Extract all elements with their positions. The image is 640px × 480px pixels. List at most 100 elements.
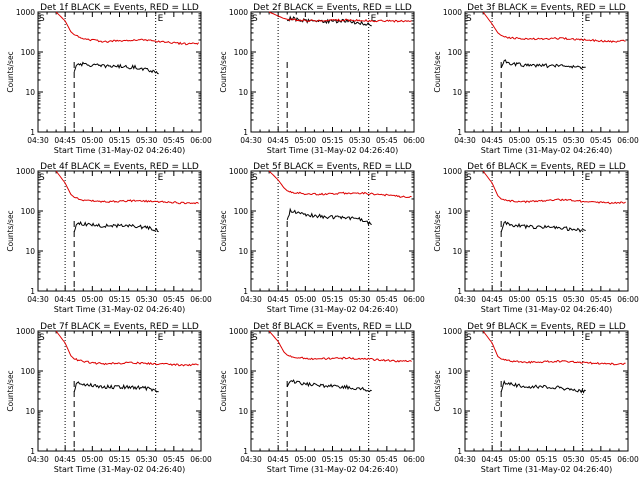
x-tick-label: 05:15 [322, 136, 344, 145]
x-tick-label: 05:00 [295, 455, 317, 464]
y-tick-label: 100 [234, 367, 249, 376]
x-axis-label: Start Time (31-May-02 04:26:40) [54, 146, 185, 155]
panel-title: Det 1f BLACK = Events, RED = LLD [40, 3, 199, 13]
y-tick-label: 10 [452, 88, 462, 97]
x-axis-label: Start Time (31-May-02 04:26:40) [267, 146, 398, 155]
panel-det-3: Det 3f BLACK = Events, RED = LLD 1 10 100 10… [433, 3, 639, 155]
x-tick-label: 05:45 [163, 295, 185, 304]
x-axis-label: Start Time (31-May-02 04:26:40) [267, 465, 398, 474]
y-tick-label: 100 [448, 48, 463, 57]
x-tick-label: 05:30 [563, 136, 585, 145]
events-series-line [286, 207, 372, 226]
y-tick-label: 1000 [229, 8, 248, 17]
x-tick-label: 05:15 [109, 295, 131, 304]
x-tick-label: 04:30 [27, 455, 49, 464]
y-axis-label: Counts/sec [219, 370, 228, 411]
x-tick-label: 06:00 [617, 455, 639, 464]
x-axis-label: Start Time (31-May-02 04:26:40) [481, 305, 612, 314]
y-axis-label: Counts/sec [6, 51, 15, 92]
x-tick-label: 05:15 [536, 455, 558, 464]
x-tick-label: 05:00 [295, 295, 317, 304]
lld-series-line [268, 330, 412, 363]
events-series-line [73, 61, 159, 75]
x-tick-label: 06:00 [403, 295, 425, 304]
lld-series-line [482, 170, 626, 205]
plot-frame [464, 11, 629, 133]
x-tick-label: 04:30 [454, 455, 476, 464]
y-tick-label: 1 [243, 447, 248, 456]
x-tick-label: 04:45 [267, 455, 289, 464]
start-marker: S [252, 173, 258, 183]
end-marker: E [371, 173, 377, 183]
plot-frame [464, 330, 629, 452]
x-tick-label: 04:45 [54, 295, 76, 304]
y-tick-label: 1000 [16, 327, 35, 336]
start-marker: S [252, 14, 258, 24]
x-tick-label: 04:30 [240, 136, 262, 145]
panel-det-1: Det 1f BLACK = Events, RED = LLD 1 10 100 10… [6, 3, 212, 155]
x-tick-label: 04:30 [27, 295, 49, 304]
events-series-line [500, 220, 586, 233]
y-tick-label: 100 [448, 207, 463, 216]
x-tick-label: 05:30 [136, 295, 158, 304]
x-axis-label: Start Time (31-May-02 04:26:40) [54, 305, 185, 314]
start-marker: S [466, 14, 472, 24]
x-tick-label: 04:45 [481, 295, 503, 304]
y-tick-label: 100 [448, 367, 463, 376]
plot-frame [250, 11, 415, 133]
x-tick-label: 04:30 [240, 295, 262, 304]
lld-series-line [55, 170, 199, 205]
y-tick-label: 10 [25, 247, 35, 256]
x-tick-label: 05:00 [82, 455, 104, 464]
x-tick-label: 04:30 [27, 136, 49, 145]
y-tick-label: 1 [30, 447, 35, 456]
y-tick-label: 100 [21, 48, 36, 57]
end-marker: E [371, 333, 377, 343]
y-axis-label: Counts/sec [219, 51, 228, 92]
x-tick-label: 06:00 [403, 136, 425, 145]
panel-det-7: Det 7f BLACK = Events, RED = LLD 1 10 100 10… [6, 322, 212, 474]
end-marker: E [585, 333, 591, 343]
x-tick-label: 05:00 [509, 455, 531, 464]
lld-series-line [268, 11, 412, 23]
x-tick-label: 05:30 [349, 136, 371, 145]
y-tick-label: 10 [452, 247, 462, 256]
events-series-line [500, 379, 586, 394]
y-tick-label: 10 [452, 407, 462, 416]
y-tick-label: 10 [25, 88, 35, 97]
y-tick-label: 1 [457, 287, 462, 296]
panel-title: Det 7f BLACK = Events, RED = LLD [40, 322, 199, 332]
x-tick-label: 05:30 [136, 455, 158, 464]
x-tick-label: 04:45 [54, 136, 76, 145]
y-tick-label: 100 [234, 48, 249, 57]
x-tick-label: 04:45 [481, 136, 503, 145]
panel-title: Det 4f BLACK = Events, RED = LLD [40, 162, 199, 172]
events-series-line [286, 379, 372, 393]
x-tick-label: 05:30 [349, 455, 371, 464]
x-axis-label: Start Time (31-May-02 04:26:40) [267, 305, 398, 314]
panel-det-5: Det 5f BLACK = Events, RED = LLD 1 10 100 10… [219, 162, 425, 314]
y-tick-label: 10 [238, 247, 248, 256]
x-tick-label: 05:15 [536, 136, 558, 145]
x-tick-label: 05:45 [590, 455, 612, 464]
x-tick-label: 05:45 [376, 295, 398, 304]
end-marker: E [371, 14, 377, 24]
x-tick-label: 05:45 [163, 136, 185, 145]
x-tick-label: 04:45 [54, 455, 76, 464]
y-tick-label: 100 [21, 367, 36, 376]
start-marker: S [466, 333, 472, 343]
panel-title: Det 8f BLACK = Events, RED = LLD [253, 322, 412, 332]
x-tick-label: 05:00 [82, 295, 104, 304]
x-tick-label: 05:30 [563, 455, 585, 464]
panel-title: Det 2f BLACK = Events, RED = LLD [253, 3, 412, 13]
x-tick-label: 05:00 [509, 136, 531, 145]
y-tick-label: 10 [238, 407, 248, 416]
x-tick-label: 05:30 [136, 136, 158, 145]
y-axis-label: Counts/sec [6, 370, 15, 411]
y-tick-label: 1000 [16, 167, 35, 176]
plot-frame [464, 170, 629, 292]
y-tick-label: 1 [243, 128, 248, 137]
y-tick-label: 1 [243, 287, 248, 296]
x-tick-label: 04:45 [267, 295, 289, 304]
x-tick-label: 05:15 [109, 455, 131, 464]
